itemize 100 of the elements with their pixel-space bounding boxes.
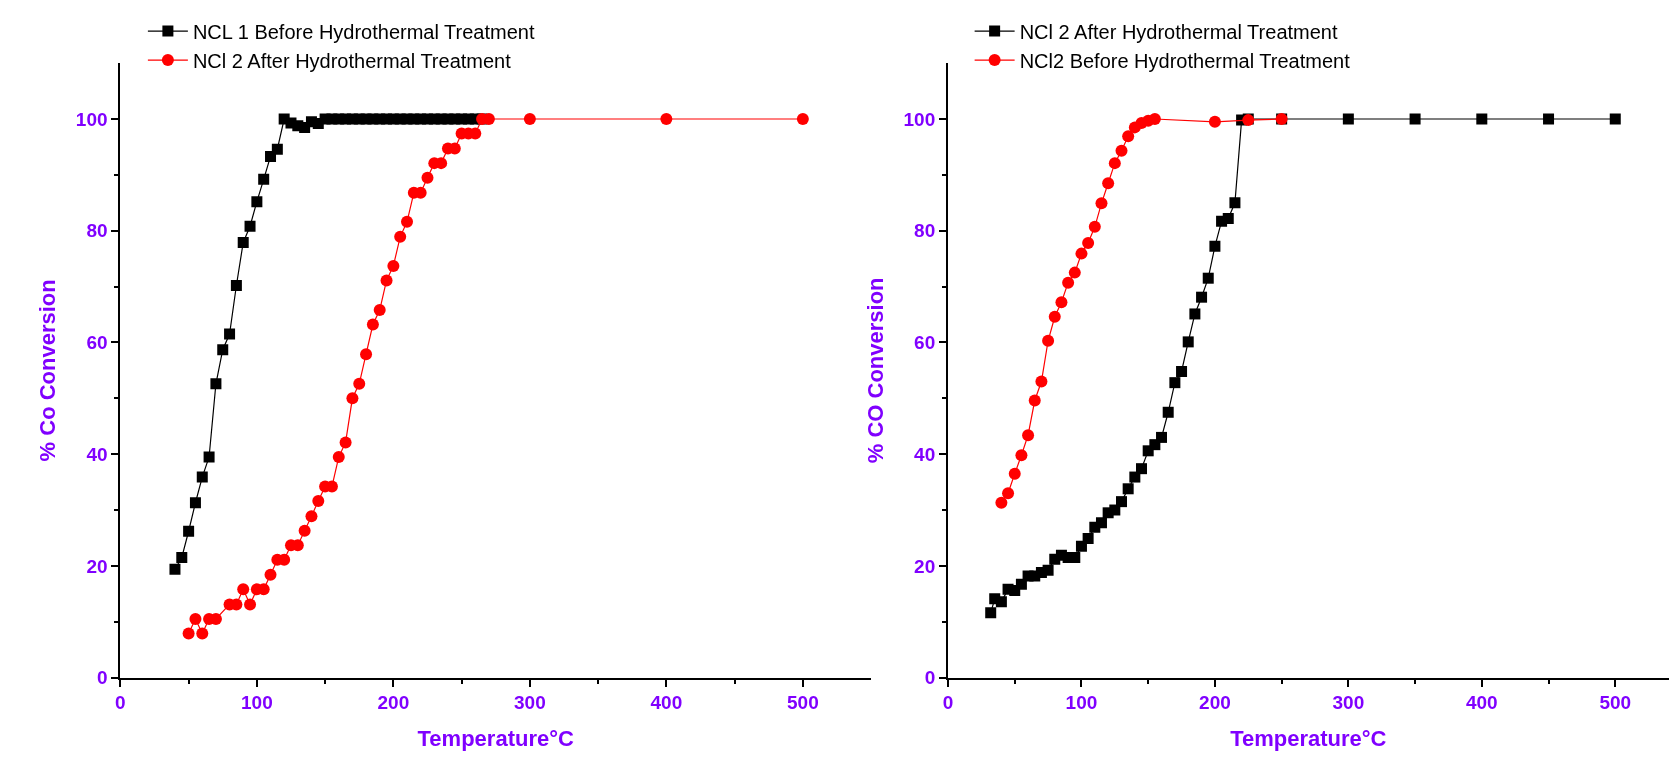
point xyxy=(387,259,400,272)
point xyxy=(1042,334,1055,347)
point xyxy=(1609,113,1621,125)
point xyxy=(1189,308,1201,320)
point xyxy=(1095,197,1108,210)
x-tick-label: 100 xyxy=(241,692,273,714)
point xyxy=(1082,533,1094,545)
point xyxy=(196,627,209,640)
x-tick-label: 300 xyxy=(514,692,546,714)
point xyxy=(1122,130,1135,143)
point xyxy=(1008,467,1021,480)
point xyxy=(251,196,263,208)
legend-label: NCl2 Before Hydrothermal Treatment xyxy=(1019,49,1351,72)
point xyxy=(169,563,181,575)
point xyxy=(1062,276,1075,289)
point xyxy=(346,392,359,405)
y-tick-label: 40 xyxy=(86,443,108,465)
point xyxy=(1109,504,1121,516)
point xyxy=(1409,113,1421,125)
point xyxy=(353,377,366,390)
point xyxy=(1015,449,1028,462)
x-tick-label: 400 xyxy=(650,692,683,714)
x-tick-label: 200 xyxy=(377,692,410,714)
legend-label: NCl 2 After Hydrothermal Treatment xyxy=(1019,20,1338,43)
y-tick-label: 100 xyxy=(75,108,108,130)
x-tick-label: 100 xyxy=(1065,692,1098,714)
legend-label: NCL 1 Before Hydrothermal Treatment xyxy=(192,20,535,43)
point xyxy=(1229,197,1241,209)
point xyxy=(360,348,373,361)
point xyxy=(796,113,809,125)
point xyxy=(394,230,407,243)
y-tick-label: 0 xyxy=(96,667,108,689)
point xyxy=(1208,115,1221,128)
y-tick-label: 40 xyxy=(914,443,936,465)
point xyxy=(1075,247,1088,260)
point xyxy=(230,279,242,291)
point xyxy=(1169,377,1181,389)
x-tick-label: 0 xyxy=(942,692,954,714)
y-axis-title: % CO Conversion xyxy=(862,277,888,464)
point xyxy=(217,344,229,356)
x-tick-label: 0 xyxy=(115,692,126,714)
point xyxy=(339,436,352,449)
point xyxy=(312,495,325,508)
point xyxy=(1042,564,1054,576)
point xyxy=(264,568,277,581)
point xyxy=(1202,272,1214,284)
point xyxy=(189,612,202,625)
point xyxy=(1075,540,1087,552)
point xyxy=(183,525,195,537)
point xyxy=(401,215,414,228)
point xyxy=(995,496,1008,509)
point xyxy=(1156,431,1168,443)
point xyxy=(258,173,270,185)
point xyxy=(1136,463,1148,475)
point xyxy=(1035,375,1048,388)
point xyxy=(985,607,997,619)
y-tick-label: 80 xyxy=(914,220,936,242)
point xyxy=(1068,266,1081,279)
legend-label: NCl 2 After Hydrothermal Treatment xyxy=(192,49,512,72)
point xyxy=(1055,296,1068,309)
point xyxy=(1082,237,1095,249)
point xyxy=(1162,406,1174,418)
point xyxy=(176,552,188,563)
y-axis-title: % Co Conversion xyxy=(35,279,61,462)
point xyxy=(182,627,195,640)
point xyxy=(1543,113,1555,125)
point xyxy=(1108,157,1121,170)
point xyxy=(237,236,249,248)
x-tick-label: 500 xyxy=(787,692,819,714)
y-tick-label: 20 xyxy=(86,555,108,577)
point xyxy=(1095,517,1107,529)
point xyxy=(189,497,201,509)
point xyxy=(1476,113,1488,125)
point xyxy=(1209,240,1221,252)
point xyxy=(1048,310,1061,323)
point xyxy=(421,171,434,184)
point xyxy=(1015,578,1027,590)
point xyxy=(1222,212,1234,224)
point xyxy=(1002,487,1015,500)
point xyxy=(660,113,673,125)
x-axis-title: Temperature°C xyxy=(1230,725,1387,751)
point xyxy=(224,328,236,340)
y-tick-label: 0 xyxy=(924,667,936,689)
point xyxy=(380,274,393,287)
x-axis-title: Temperature°C xyxy=(417,725,574,751)
point xyxy=(1116,496,1127,508)
point xyxy=(1342,113,1354,125)
point xyxy=(1028,394,1041,407)
point xyxy=(366,318,379,331)
point xyxy=(237,583,250,596)
x-tick-label: 400 xyxy=(1465,692,1498,714)
point xyxy=(1115,144,1128,157)
point xyxy=(271,143,283,155)
point xyxy=(1122,483,1134,495)
point xyxy=(298,524,311,537)
point xyxy=(305,510,318,523)
point xyxy=(203,451,215,463)
x-tick-label: 500 xyxy=(1599,692,1632,714)
point xyxy=(1196,291,1208,303)
point xyxy=(1022,429,1035,442)
